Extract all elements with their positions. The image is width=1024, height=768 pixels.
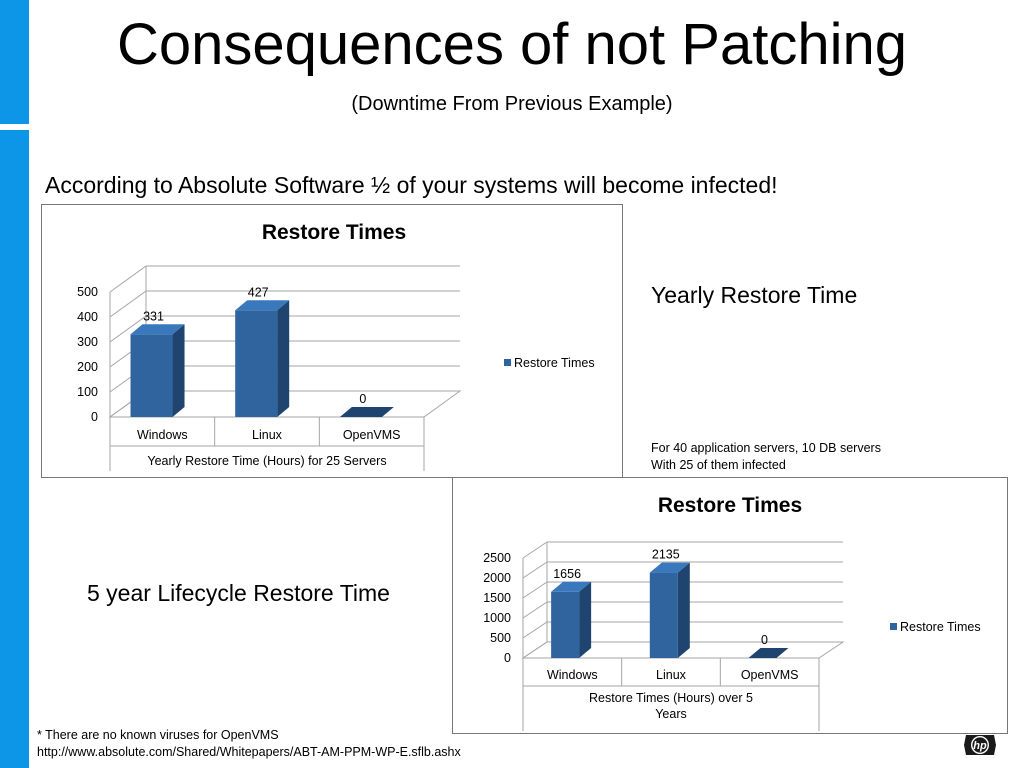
yearly-restore-chart-svg: Restore Times 0 100 200 300 400 500 Windows Linu… [77, 221, 595, 471]
yearly-chart-bar-flat [339, 407, 394, 417]
infection-statement: According to Absolute Software ½ of your… [45, 172, 778, 198]
five-year-chart-legend-swatch [890, 623, 897, 630]
yearly-chart-y-tick-label: 100 [77, 385, 98, 399]
yearly-chart-bar-top [235, 300, 290, 311]
five-year-restore-chart-svg: Restore Times 0 500 1000 1500 2000 2500 Windows… [483, 494, 981, 731]
server-note: For 40 application servers, 10 DB server… [651, 440, 881, 474]
five-year-chart-y-tick-label: 0 [504, 651, 511, 665]
five-year-restore-chart: Restore Times 0 500 1000 1500 2000 2500 Windows… [452, 477, 1008, 734]
five-year-chart-y-tick-label: 2500 [483, 551, 511, 565]
five-year-chart-data-label: 1656 [553, 567, 581, 581]
yearly-chart-bar-front [235, 310, 278, 417]
yearly-chart-category-label: OpenVMS [343, 428, 401, 442]
yearly-chart-legend-label: Restore Times [514, 356, 595, 370]
five-year-restore-label: 5 year Lifecycle Restore Time [87, 580, 390, 606]
yearly-chart-category-label: Linux [252, 428, 283, 442]
five-year-chart-data-label: 2135 [652, 548, 680, 562]
five-year-chart-bar-front [649, 572, 678, 658]
slide-title: Consequences of not Patching [117, 12, 907, 77]
five-year-chart-gridline [522, 541, 843, 559]
yearly-restore-label: Yearly Restore Time [651, 282, 858, 308]
footnote-source-url[interactable]: http://www.absolute.com/Shared/Whitepape… [37, 745, 461, 759]
yearly-chart-y-tick-label: 400 [77, 310, 98, 324]
five-year-chart-y-tick-label: 500 [490, 631, 511, 645]
yearly-chart-bar-side [172, 324, 185, 417]
five-year-chart-bar-top [649, 562, 690, 573]
hp-logo: hp [962, 732, 998, 758]
yearly-chart-data-label: 427 [248, 285, 269, 299]
yearly-chart-gridline [109, 265, 460, 293]
yearly-chart-title: Restore Times [262, 221, 406, 244]
yearly-chart-y-tick-label: 0 [91, 410, 98, 424]
server-note-line-1: For 40 application servers, 10 DB server… [651, 441, 881, 455]
yearly-chart-y-tick-label: 500 [77, 285, 98, 299]
yearly-chart-legend-swatch [504, 359, 511, 366]
yearly-chart-bar-top [130, 324, 185, 335]
five-year-chart-title: Restore Times [658, 494, 802, 517]
five-year-chart-bar-top [551, 581, 592, 592]
five-year-chart-bar-side [677, 562, 690, 658]
server-note-line-2: With 25 of them infected [651, 458, 786, 472]
accent-bar-top [0, 0, 29, 124]
yearly-chart-data-label: 331 [143, 309, 164, 323]
footnote-openvms: * There are no known viruses for OpenVMS [37, 728, 279, 742]
five-year-chart-y-tick-label: 1000 [483, 611, 511, 625]
five-year-chart-bar-flat [748, 648, 789, 658]
five-year-chart-x-axis-label: Years [655, 707, 687, 721]
yearly-chart-x-axis-label: Yearly Restore Time (Hours) for 25 Serve… [147, 454, 386, 468]
yearly-chart-y-tick-label: 300 [77, 335, 98, 349]
footnote: * There are no known viruses for OpenVMS… [37, 727, 461, 761]
yearly-restore-chart: Restore Times 0 100 200 300 400 500 Windows Linu… [41, 204, 623, 478]
yearly-chart-bar-side [277, 300, 290, 417]
yearly-chart-y-tick-label: 200 [77, 360, 98, 374]
five-year-chart-category-label: OpenVMS [741, 668, 799, 682]
five-year-chart-bar-side [579, 581, 592, 658]
svg-text:hp: hp [973, 740, 987, 752]
yearly-chart-data-label: 0 [359, 392, 366, 406]
five-year-chart-legend-label: Restore Times [900, 620, 981, 634]
five-year-chart-y-tick-label: 2000 [483, 571, 511, 585]
five-year-chart-bar-front [551, 591, 580, 658]
five-year-chart-y-tick-label: 1500 [483, 591, 511, 605]
five-year-chart-category-label: Linux [656, 668, 687, 682]
five-year-chart-category-label: Windows [547, 668, 598, 682]
five-year-chart-data-label: 0 [761, 633, 768, 647]
yearly-chart-bar-front [130, 334, 173, 417]
five-year-chart-x-axis-label: Restore Times (Hours) over 5 [589, 691, 753, 705]
accent-bar-bottom [0, 130, 29, 768]
slide-subtitle: (Downtime From Previous Example) [351, 93, 673, 115]
yearly-chart-category-label: Windows [137, 428, 188, 442]
